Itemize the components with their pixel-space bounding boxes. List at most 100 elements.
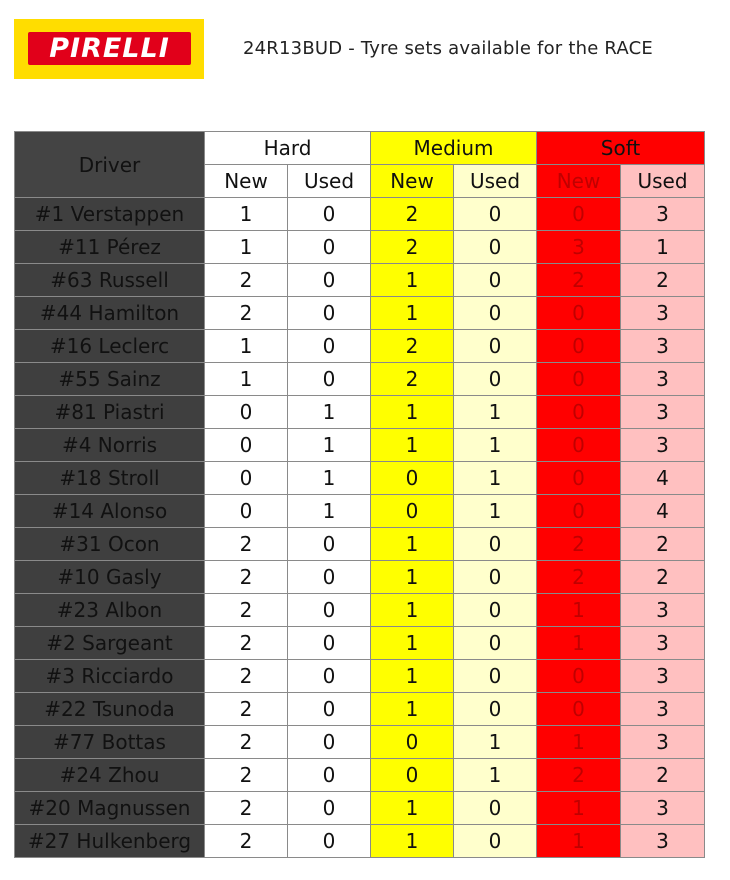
driver-name-cell: #16 Leclerc [14, 329, 205, 363]
soft-used-cell: 3 [620, 824, 706, 858]
table-row: #31 Ocon 2 0 1 0 2 2 [14, 527, 706, 561]
soft-new-cell: 1 [536, 593, 622, 627]
medium-new-cell: 2 [370, 329, 454, 363]
medium-new-cell: 1 [370, 560, 454, 594]
hard-used-cell: 0 [287, 527, 371, 561]
driver-name-cell: #23 Albon [14, 593, 205, 627]
driver-name-cell: #55 Sainz [14, 362, 205, 396]
soft-new-cell: 0 [536, 461, 622, 495]
soft-new-cell: 0 [536, 329, 622, 363]
hard-new-cell: 1 [204, 362, 288, 396]
hard-new-cell: 2 [204, 593, 288, 627]
driver-name-cell: #1 Verstappen [14, 197, 205, 231]
soft-used-cell: 3 [620, 692, 706, 726]
hard-used-cell: 0 [287, 725, 371, 759]
hard-used-cell: 0 [287, 626, 371, 660]
soft-used-cell: 3 [620, 296, 706, 330]
hard-new-cell: 2 [204, 725, 288, 759]
soft-new-cell: 0 [536, 494, 622, 528]
medium-new-cell: 1 [370, 395, 454, 429]
medium-new-cell: 1 [370, 659, 454, 693]
hard-used-cell: 0 [287, 263, 371, 297]
medium-used-cell: 0 [452, 527, 538, 561]
medium-new-cell: 2 [370, 362, 454, 396]
driver-name-cell: #3 Ricciardo [14, 659, 205, 693]
driver-name-cell: #31 Ocon [14, 527, 205, 561]
table-row: #3 Ricciardo 2 0 1 0 0 3 [14, 659, 706, 693]
medium-new-cell: 1 [370, 692, 454, 726]
pirelli-logo-text: PIRELLI [28, 32, 191, 65]
soft-used-cell: 4 [620, 494, 706, 528]
table-row: #11 Pérez 1 0 2 0 3 1 [14, 230, 706, 264]
table-row: #20 Magnussen 2 0 1 0 1 3 [14, 791, 706, 825]
medium-used-cell: 0 [452, 263, 538, 297]
table-row: #81 Piastri 0 1 1 1 0 3 [14, 395, 706, 429]
table-row: #16 Leclerc 1 0 2 0 0 3 [14, 329, 706, 363]
soft-new-cell: 1 [536, 725, 622, 759]
soft-new-cell: 0 [536, 428, 622, 462]
driver-name-cell: #20 Magnussen [14, 791, 205, 825]
table-row: #10 Gasly 2 0 1 0 2 2 [14, 560, 706, 594]
soft-used-cell: 2 [620, 527, 706, 561]
medium-used-cell: 1 [452, 725, 538, 759]
soft-new-cell: 3 [536, 230, 622, 264]
medium-used-cell: 0 [452, 230, 538, 264]
hard-used-cell: 0 [287, 593, 371, 627]
table-row: #14 Alonso 0 1 0 1 0 4 [14, 494, 706, 528]
medium-used-cell: 1 [452, 494, 538, 528]
tyre-sets-table: Driver Hard Medium Soft New Used New Use… [14, 131, 706, 858]
soft-used-cell: 3 [620, 593, 706, 627]
medium-used-cell: 0 [452, 329, 538, 363]
table-row: #44 Hamilton 2 0 1 0 0 3 [14, 296, 706, 330]
hard-used-cell: 1 [287, 461, 371, 495]
medium-new-cell: 2 [370, 197, 454, 231]
medium-used-header: Used [452, 164, 538, 198]
hard-new-cell: 1 [204, 197, 288, 231]
medium-new-cell: 1 [370, 626, 454, 660]
table-row: #24 Zhou 2 0 0 1 2 2 [14, 758, 706, 792]
hard-new-cell: 2 [204, 263, 288, 297]
medium-new-cell: 1 [370, 593, 454, 627]
hard-used-cell: 0 [287, 560, 371, 594]
hard-used-cell: 0 [287, 230, 371, 264]
hard-new-cell: 0 [204, 494, 288, 528]
medium-used-cell: 0 [452, 296, 538, 330]
soft-new-cell: 0 [536, 362, 622, 396]
hard-used-cell: 0 [287, 296, 371, 330]
hard-used-cell: 1 [287, 494, 371, 528]
soft-new-cell: 2 [536, 758, 622, 792]
soft-new-cell: 1 [536, 626, 622, 660]
soft-used-cell: 3 [620, 362, 706, 396]
table-row: #22 Tsunoda 2 0 1 0 0 3 [14, 692, 706, 726]
hard-used-header: Used [287, 164, 371, 198]
medium-used-cell: 1 [452, 428, 538, 462]
hard-used-cell: 0 [287, 692, 371, 726]
medium-used-cell: 0 [452, 692, 538, 726]
soft-new-cell: 2 [536, 560, 622, 594]
soft-used-cell: 4 [620, 461, 706, 495]
medium-new-cell: 1 [370, 527, 454, 561]
medium-used-cell: 0 [452, 824, 538, 858]
medium-new-cell: 1 [370, 263, 454, 297]
driver-name-cell: #2 Sargeant [14, 626, 205, 660]
medium-used-cell: 1 [452, 758, 538, 792]
hard-used-cell: 1 [287, 395, 371, 429]
hard-new-cell: 0 [204, 428, 288, 462]
soft-used-cell: 3 [620, 791, 706, 825]
medium-new-cell: 0 [370, 758, 454, 792]
soft-new-cell: 2 [536, 263, 622, 297]
soft-compound-header: Soft [536, 131, 706, 165]
hard-new-cell: 2 [204, 626, 288, 660]
medium-new-header: New [370, 164, 454, 198]
hard-new-cell: 0 [204, 395, 288, 429]
hard-compound-header: Hard [204, 131, 371, 165]
driver-name-cell: #18 Stroll [14, 461, 205, 495]
driver-name-cell: #81 Piastri [14, 395, 205, 429]
medium-used-cell: 0 [452, 593, 538, 627]
hard-used-cell: 0 [287, 329, 371, 363]
hard-new-cell: 2 [204, 824, 288, 858]
driver-name-cell: #77 Bottas [14, 725, 205, 759]
soft-new-cell: 0 [536, 395, 622, 429]
soft-used-cell: 2 [620, 758, 706, 792]
soft-used-cell: 3 [620, 395, 706, 429]
